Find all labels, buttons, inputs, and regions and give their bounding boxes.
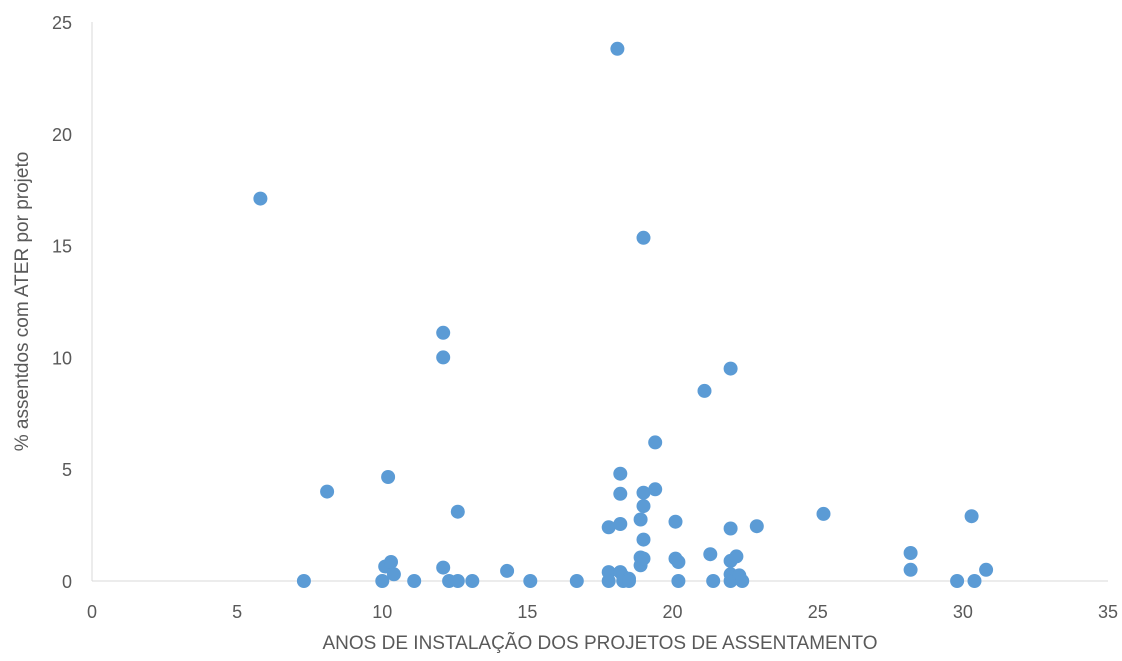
data-point: [320, 484, 335, 499]
data-point: [648, 435, 663, 450]
data-point: [622, 574, 636, 588]
data-point: [668, 514, 683, 529]
data-point: [648, 482, 663, 497]
data-point: [703, 547, 718, 562]
data-point: [723, 521, 738, 536]
data-point: [671, 574, 686, 588]
y-tick-label: 0: [62, 572, 72, 592]
y-axis-title: % assentdos com ATER por projeto: [12, 152, 33, 452]
data-point: [636, 230, 651, 245]
data-point: [633, 512, 648, 527]
data-point: [697, 383, 712, 398]
data-point: [729, 549, 744, 564]
data-point: [613, 466, 628, 481]
data-point: [450, 574, 465, 588]
data-point: [706, 574, 721, 588]
data-point: [386, 567, 401, 582]
data-point: [749, 519, 764, 534]
x-tick-label: 5: [232, 602, 242, 622]
x-tick-label: 25: [808, 602, 828, 622]
data-point: [723, 361, 738, 376]
data-point: [636, 499, 651, 514]
data-point: [735, 574, 750, 588]
data-point: [384, 555, 398, 569]
x-tick-labels: 0 5 10 15 20 25 30 35: [87, 602, 1118, 622]
data-point: [465, 574, 480, 588]
x-axis-title: ANOS DE INSTALAÇÃO DOS PROJETOS DE ASSEN…: [323, 632, 878, 654]
x-tick-label: 10: [372, 602, 392, 622]
data-point: [500, 563, 515, 578]
data-point: [903, 546, 918, 560]
data-point: [436, 560, 451, 575]
data-point: [979, 562, 994, 577]
data-point: [636, 532, 651, 547]
y-tick-labels: 0 5 10 15 20 25: [52, 13, 72, 592]
data-point: [613, 486, 628, 501]
x-tick-label: 30: [953, 602, 973, 622]
y-tick-label: 20: [52, 125, 72, 145]
data-point: [436, 350, 451, 365]
plot-area: 0 5 10 15 20 25 30 35 0 5 10 15 20 25: [52, 13, 1118, 622]
data-point: [407, 574, 422, 588]
data-point: [253, 191, 268, 206]
data-point: [671, 555, 686, 569]
data-point: [523, 574, 538, 588]
y-tick-label: 15: [52, 237, 72, 257]
data-point: [636, 551, 651, 566]
data-point: [381, 470, 396, 484]
y-tick-label: 10: [52, 348, 72, 368]
data-point: [601, 520, 616, 535]
data-point: [903, 562, 918, 577]
x-tick-label: 0: [87, 602, 97, 622]
data-point: [610, 41, 625, 56]
data-point: [636, 485, 651, 500]
data-point: [450, 504, 465, 519]
data-point: [601, 574, 616, 588]
data-point: [967, 574, 982, 588]
y-tick-label: 5: [62, 460, 72, 480]
x-tick-label: 20: [663, 602, 683, 622]
x-tick-label: 15: [517, 602, 537, 622]
data-point: [613, 517, 628, 531]
data-points: [253, 41, 994, 588]
data-point: [375, 574, 390, 588]
data-point: [950, 574, 965, 588]
data-point: [436, 325, 451, 340]
data-point: [816, 506, 831, 521]
x-tick-label: 35: [1098, 602, 1118, 622]
data-point: [296, 574, 311, 588]
y-tick-label: 25: [52, 13, 72, 33]
data-point: [964, 509, 979, 524]
data-point: [569, 574, 584, 588]
